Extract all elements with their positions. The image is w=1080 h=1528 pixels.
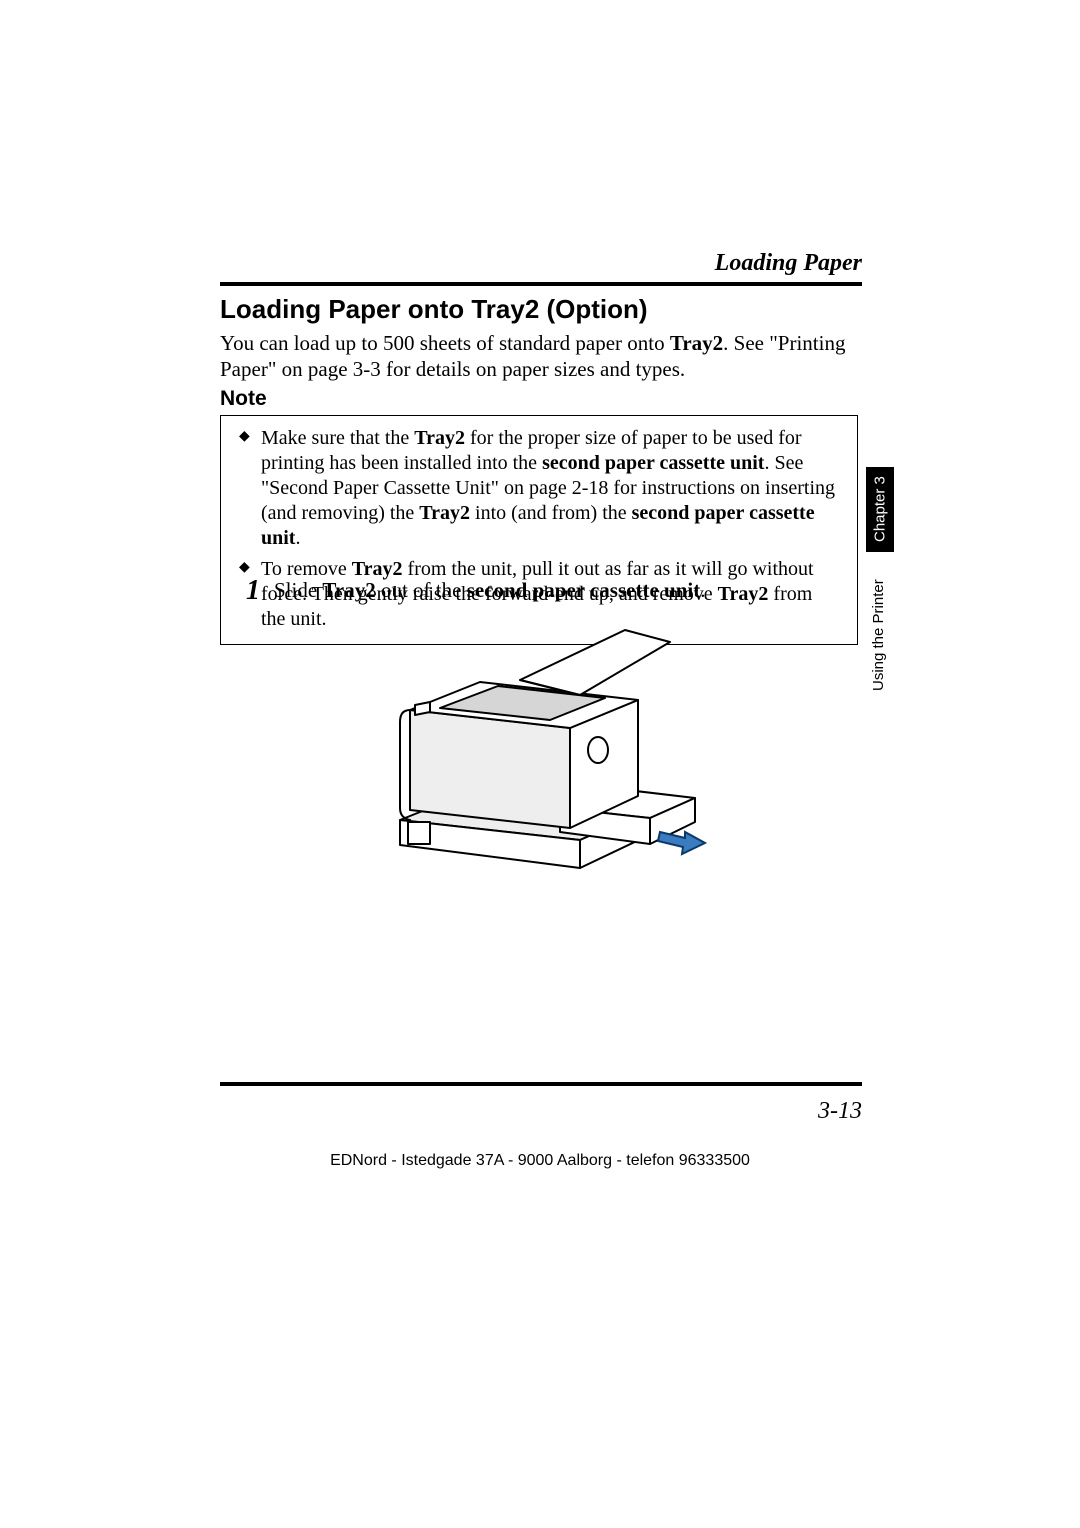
text: . xyxy=(295,527,300,549)
note-item: Make sure that the Tray2 for the proper … xyxy=(261,426,841,551)
step-1: 1 Slide Tray2 out of the second paper ca… xyxy=(246,575,866,607)
tray2-label: Tray2 xyxy=(419,502,470,524)
page: Loading Paper Loading Paper onto Tray2 (… xyxy=(0,0,1080,1528)
note-heading: Note xyxy=(220,387,267,411)
step-number: 1 xyxy=(246,575,270,607)
footer-text: EDNord - Istedgade 37A - 9000 Aalborg - … xyxy=(0,1152,1080,1170)
intro-paragraph: You can load up to 500 sheets of standar… xyxy=(220,330,860,383)
running-header: Loading Paper xyxy=(715,250,862,277)
cassette-label: second paper cassette unit xyxy=(542,452,764,474)
text: into (and from) the xyxy=(470,502,632,524)
text: Slide xyxy=(274,578,322,602)
step-text: Slide Tray2 out of the second paper cass… xyxy=(274,578,705,602)
text: Make sure that the xyxy=(261,427,414,449)
tray2-label: Tray2 xyxy=(322,578,375,602)
side-caption: Using the Printer xyxy=(870,560,890,710)
chapter-tab-label: Chapter 3 xyxy=(866,467,894,552)
printer-illustration xyxy=(370,610,710,880)
footer-rule xyxy=(220,1082,862,1086)
page-number: 3-13 xyxy=(818,1098,862,1125)
text: out of the xyxy=(376,578,467,602)
text: . xyxy=(700,578,705,602)
tray2-label: Tray2 xyxy=(414,427,465,449)
cassette-label: second paper cassette unit xyxy=(467,578,701,602)
section-title: Loading Paper onto Tray2 (Option) xyxy=(220,294,648,325)
tray2-label: Tray2 xyxy=(670,331,723,355)
text: You can load up to 500 sheets of standar… xyxy=(220,331,670,355)
header-rule xyxy=(220,282,862,286)
